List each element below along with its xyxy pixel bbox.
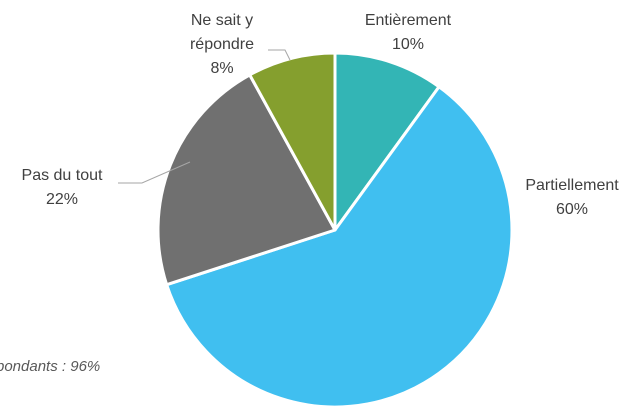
slice-labels: Entièrement 10% Partiellement 60% Pas du tou… xyxy=(22,12,620,218)
leader-line-3 xyxy=(268,49,291,61)
slice-label-0: Entièrement 10% xyxy=(365,12,452,53)
slice-label-2: Pas du tout 22% xyxy=(22,167,104,208)
pie-slice-2 xyxy=(156,73,337,287)
leader-line-2 xyxy=(118,161,191,184)
pie-slice-0 xyxy=(333,51,441,232)
respondents-footnote: pondants : 96% xyxy=(0,358,101,375)
slice-label-3: Ne sait y répondre 8% xyxy=(190,12,254,77)
slice-label-1: Partiellement 60% xyxy=(525,177,619,218)
pie-slice-1 xyxy=(165,85,514,409)
leader-lines xyxy=(118,49,291,184)
pie-slice-3 xyxy=(248,51,337,232)
pie-slices xyxy=(156,51,514,409)
